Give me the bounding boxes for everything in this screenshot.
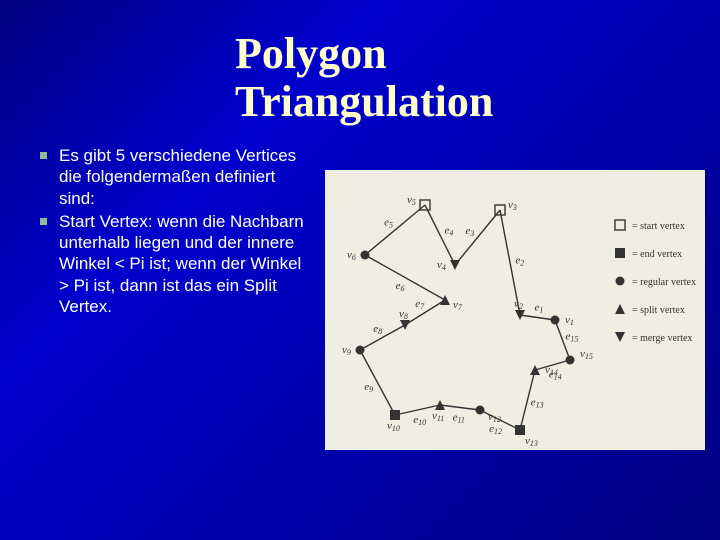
polygon-edge [365, 255, 445, 300]
bullet-list: Es gibt 5 verschiedene Vertices die folg… [40, 145, 310, 319]
legend-marker-icon [616, 277, 625, 286]
polygon-vertex [476, 406, 485, 415]
edge-label: e13 [531, 396, 544, 409]
legend-marker-icon [615, 332, 625, 342]
edge-label: e8 [373, 323, 382, 336]
vertex-label: v4 [437, 259, 446, 272]
polygon-edge [365, 205, 425, 255]
polygon-vertex [551, 316, 560, 325]
edge-label: e11 [453, 411, 465, 424]
polygon-vertex [530, 365, 540, 375]
bullet-text: Es gibt 5 verschiedene Vertices die folg… [59, 145, 310, 209]
legend-marker-icon [615, 220, 625, 230]
vertex-label: v6 [347, 249, 356, 262]
polygon-edge [455, 210, 500, 265]
polygon-vertex [566, 356, 575, 365]
vertex-label: v8 [399, 308, 408, 321]
title-line-2: Triangulation [235, 78, 493, 126]
bullet-item: Start Vertex: wenn die Nachbarn unterhal… [40, 211, 310, 317]
edge-label: e9 [364, 381, 373, 394]
vertex-label: v1 [565, 314, 574, 327]
polygon-vertex [361, 251, 370, 260]
polygon-vertex [356, 346, 365, 355]
polygon-edge [360, 325, 405, 350]
polygon-vertex [450, 260, 460, 270]
polygon-edge [520, 315, 555, 320]
edge-label: e6 [396, 280, 405, 293]
polygon-vertex [390, 410, 400, 420]
legend-label: = regular vertex [632, 277, 696, 288]
polygon-vertex [400, 320, 410, 330]
legend-label: = merge vertex [632, 333, 692, 344]
legend-marker-icon [615, 304, 625, 314]
slide: Polygon Triangulation Es gibt 5 verschie… [0, 0, 720, 540]
polygon-vertex [440, 295, 450, 305]
bullet-marker-icon [40, 218, 47, 225]
slide-title: Polygon Triangulation [235, 30, 493, 127]
polygon-edge [440, 405, 480, 410]
edge-label: e7 [415, 298, 425, 311]
vertex-label: v15 [580, 348, 593, 361]
edge-label: e10 [413, 414, 426, 427]
legend-marker-icon [615, 248, 625, 258]
polygon-svg: e1e2e3e4e5e6e7e8e9e10e11e12e13e14e15v1v2… [325, 170, 705, 450]
legend-label: = split vertex [632, 305, 685, 316]
edge-label: e15 [565, 330, 578, 343]
vertex-label: v10 [387, 420, 400, 433]
vertex-label: v13 [525, 435, 538, 448]
polygon-edge [405, 300, 445, 325]
polygon-vertex [515, 425, 525, 435]
edge-label: e12 [489, 423, 502, 436]
vertex-label: v2 [514, 298, 523, 311]
bullet-marker-icon [40, 152, 47, 159]
polygon-diagram: e1e2e3e4e5e6e7e8e9e10e11e12e13e14e15v1v2… [325, 170, 705, 450]
edge-label: e4 [444, 225, 453, 238]
title-line-1: Polygon [235, 30, 493, 78]
edge-label: e2 [515, 255, 524, 268]
edge-label: e1 [534, 302, 543, 315]
vertex-label: v5 [407, 194, 416, 207]
vertex-label: v9 [342, 344, 351, 357]
edge-label: e3 [465, 225, 474, 238]
vertex-label: v3 [508, 199, 517, 212]
vertex-label: v11 [432, 410, 444, 423]
vertex-label: v7 [453, 299, 463, 312]
legend-label: = start vertex [632, 221, 685, 232]
vertex-label: v12 [488, 411, 501, 424]
edge-label: e5 [384, 216, 393, 229]
bullet-text: Start Vertex: wenn die Nachbarn unterhal… [59, 211, 310, 317]
bullet-item: Es gibt 5 verschiedene Vertices die folg… [40, 145, 310, 209]
legend-label: = end vertex [632, 249, 682, 260]
